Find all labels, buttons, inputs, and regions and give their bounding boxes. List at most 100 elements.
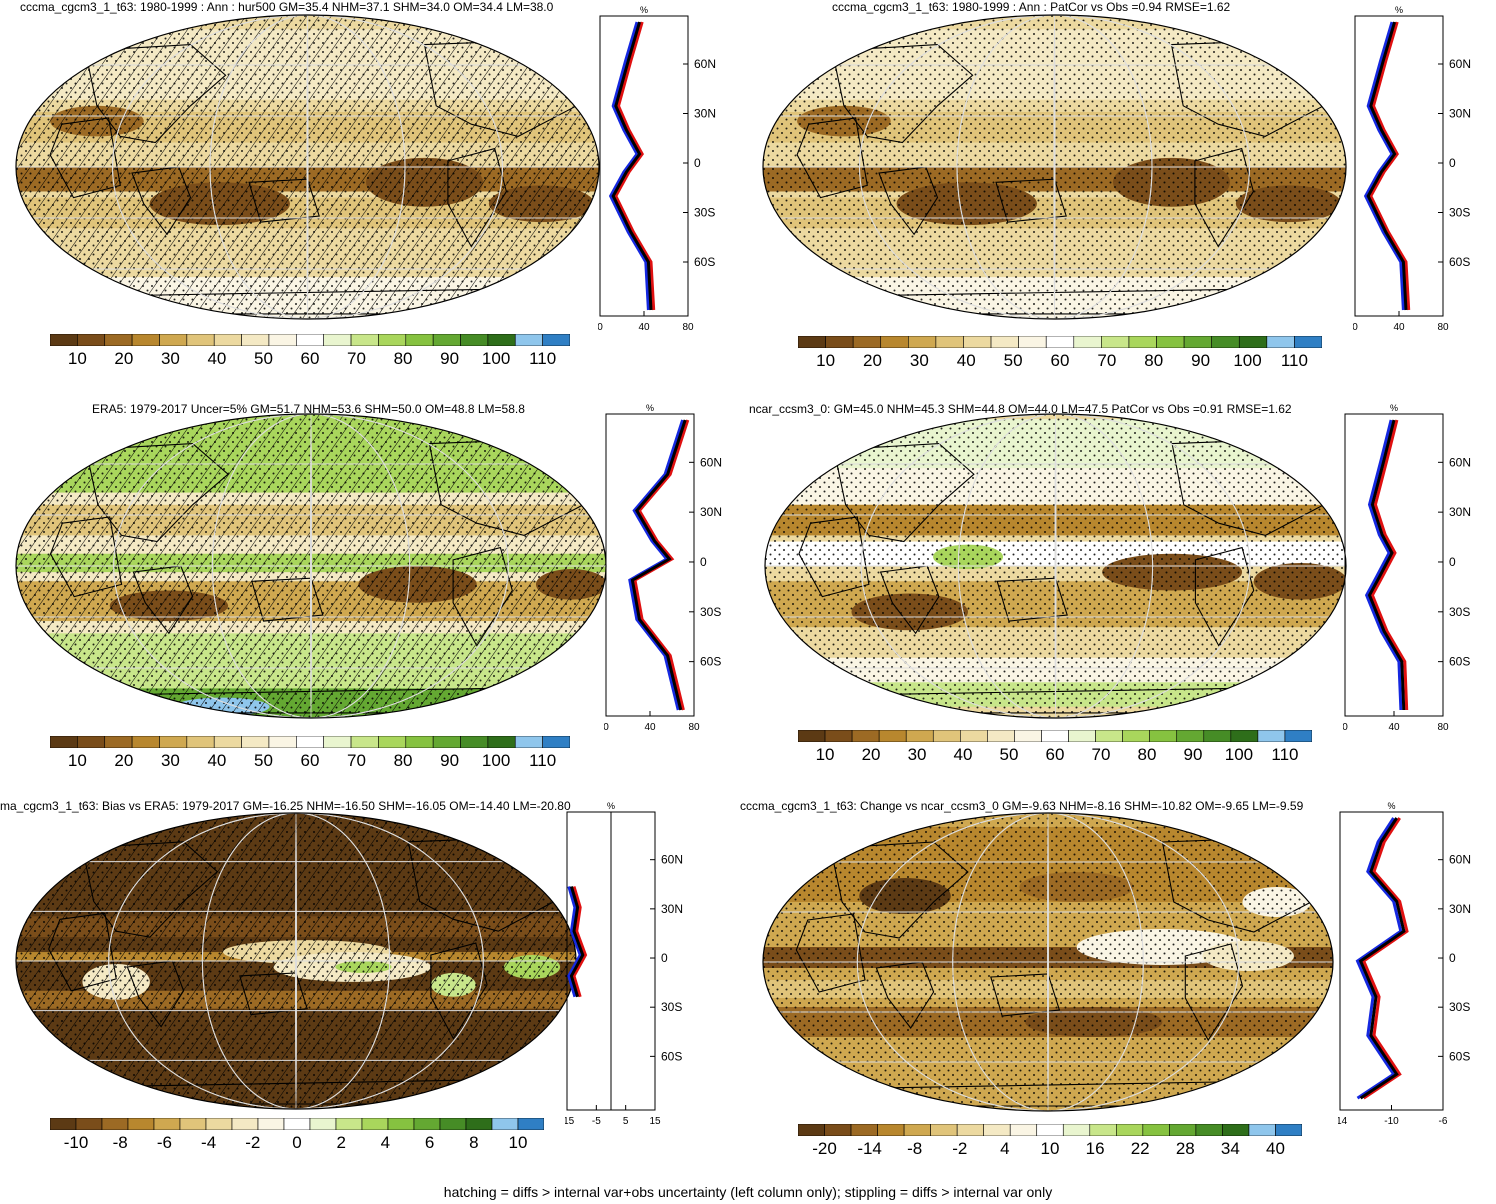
colorbar-swatch — [378, 334, 407, 346]
colorbar-swatch — [880, 336, 909, 348]
colorbar-tick-label: 8 — [469, 1133, 479, 1152]
colorbar-swatch — [798, 1124, 825, 1136]
colorbar-tick-label: 30 — [909, 351, 929, 370]
zonal-x-tick-label: 0 — [598, 322, 603, 333]
colorbar-swatch — [983, 1124, 1011, 1136]
colorbar — [798, 1124, 1302, 1136]
colorbar-labels: 10 20 30 40 50 60 70 80 90 100 110 — [798, 745, 1312, 767]
reference-profile-line — [1367, 419, 1406, 711]
colorbar-tick-label: 6 — [424, 1133, 435, 1152]
lat-tick-label: 30N — [1449, 505, 1471, 519]
colorbar-swatch — [1062, 1124, 1091, 1136]
colorbar-swatch — [257, 1118, 285, 1130]
lat-tick-label: 30S — [1449, 206, 1470, 220]
colorbar-swatch — [101, 1118, 129, 1130]
colorbar-swatch — [159, 334, 188, 346]
colorbar-swatch — [1009, 1124, 1038, 1136]
colorbar-tick-label: 28 — [1175, 1139, 1195, 1158]
map-field — [16, 15, 599, 319]
colorbar-swatch — [1176, 730, 1205, 742]
lat-tick-label: 60S — [1449, 255, 1470, 269]
zonal-x-tick-label: 40 — [1388, 722, 1400, 733]
lat-tick-label: 30N — [700, 505, 722, 519]
colorbar-swatch — [296, 736, 324, 748]
colorbar-labels: -20 -14 -8 -2 4 10 16 22 28 34 40 — [798, 1139, 1302, 1161]
colorbar-tick-label: 40 — [953, 745, 973, 764]
colorbar-swatch — [1248, 1124, 1276, 1136]
colorbar-tick-label: 20 — [114, 349, 134, 368]
lat-tick-label: 30S — [661, 1000, 682, 1014]
obs-profile-line — [1363, 21, 1405, 311]
colorbar-tick-label: 70 — [347, 751, 366, 770]
lat-tick-label: 30S — [1449, 605, 1470, 619]
colorbar-swatch — [1018, 336, 1047, 348]
colorbar-swatch — [930, 1124, 958, 1136]
colorbar-tick-label: 30 — [907, 745, 927, 764]
zonal-x-tick-label: 15 — [649, 1116, 661, 1127]
model-profile-line — [1369, 21, 1411, 311]
colorbar — [798, 730, 1312, 742]
lat-tick-label: 30N — [1449, 902, 1471, 916]
colorbar-tick-label: 16 — [1085, 1139, 1105, 1158]
colorbar-swatch — [77, 736, 106, 748]
robinson-map — [15, 14, 600, 320]
colorbar-tick-label: 70 — [1097, 351, 1117, 370]
colorbar-swatch — [268, 334, 297, 346]
colorbar-tick-label: 90 — [440, 349, 460, 368]
colorbar-swatch — [50, 334, 78, 346]
colorbar-swatch — [153, 1118, 181, 1130]
zonal-mean-plot: % 60N 30N 0 30S 60S 0 40 80 — [1353, 5, 1471, 333]
colorbar-swatch — [465, 1118, 493, 1130]
zonal-x-tick-label: 40 — [1393, 322, 1405, 333]
model-profile-line — [1361, 817, 1409, 1100]
colorbar-tick-label: 50 — [1003, 351, 1023, 370]
colorbar-tick-label: 20 — [114, 751, 134, 770]
map-field — [765, 414, 1346, 718]
colorbar-swatch — [1014, 730, 1042, 742]
lat-tick-label: 60S — [661, 1049, 682, 1063]
colorbar-tick-label: 90 — [1191, 351, 1211, 370]
colorbar-tick-label: 10 — [508, 1133, 528, 1152]
colorbar-swatch — [268, 736, 297, 748]
colorbar-swatch — [487, 736, 516, 748]
colorbar-swatch — [963, 336, 992, 348]
reference-profile-line — [611, 21, 653, 311]
colorbar-tick-label: 50 — [254, 751, 273, 770]
colorbar-labels: 10 20 30 40 50 60 70 80 90 100 110 — [50, 349, 570, 371]
colorbar-swatch — [460, 736, 489, 748]
lat-tick-label: 60S — [700, 655, 721, 669]
colorbar-swatch — [1238, 336, 1268, 348]
colorbar-tick-label: 20 — [862, 351, 882, 370]
colorbar-swatch — [798, 336, 826, 348]
colorbar-labels: 10 20 30 40 50 60 70 80 90 100 110 — [798, 351, 1322, 373]
colorbar-swatch — [378, 736, 407, 748]
colorbar-swatch — [1089, 1124, 1117, 1136]
zonal-mean-plot: % 60N 30N 0 30S 60S 0 40 80 — [604, 403, 722, 733]
panel-title: ERA5: 1979-2017 Uncer=5% GM=51.7 NHM=53.… — [92, 402, 525, 416]
obs-profile-line — [608, 21, 650, 311]
colorbar-swatch — [1149, 730, 1178, 742]
colorbar-swatch — [987, 730, 1015, 742]
colorbar-swatch — [213, 334, 242, 346]
colorbar-swatch — [1257, 730, 1286, 742]
lat-tick-label: 0 — [1449, 156, 1456, 170]
colorbar-tick-label: 34 — [1220, 1139, 1240, 1158]
map-field — [763, 813, 1333, 1111]
colorbar-tick-label: -8 — [112, 1133, 128, 1152]
colorbar-tick-label: 80 — [393, 751, 413, 770]
colorbar-tick-label: -4 — [201, 1133, 217, 1152]
map-field — [16, 414, 606, 718]
map-field — [16, 813, 576, 1109]
colorbar-tick-label: 110 — [1280, 351, 1308, 370]
colorbar-swatch — [283, 1118, 311, 1130]
obs-profile-line — [1364, 419, 1403, 711]
colorbar-swatch — [1275, 1124, 1302, 1136]
panel-title: ma_cgcm3_1_t63: Bias vs ERA5: 1979-2017 … — [0, 799, 571, 813]
colorbar-swatch — [908, 336, 937, 348]
lat-tick-label: 30N — [694, 107, 716, 121]
panel-title: cccma_cgcm3_1_t63: 1980-1999 : Ann : Pat… — [832, 0, 1231, 14]
colorbar-tick-label: 100 — [1224, 745, 1254, 764]
colorbar-swatch — [50, 1118, 77, 1130]
colorbar-swatch — [75, 1118, 103, 1130]
panel-title: ncar_ccsm3_0: GM=45.0 NHM=45.3 SHM=44.8 … — [749, 402, 1292, 416]
